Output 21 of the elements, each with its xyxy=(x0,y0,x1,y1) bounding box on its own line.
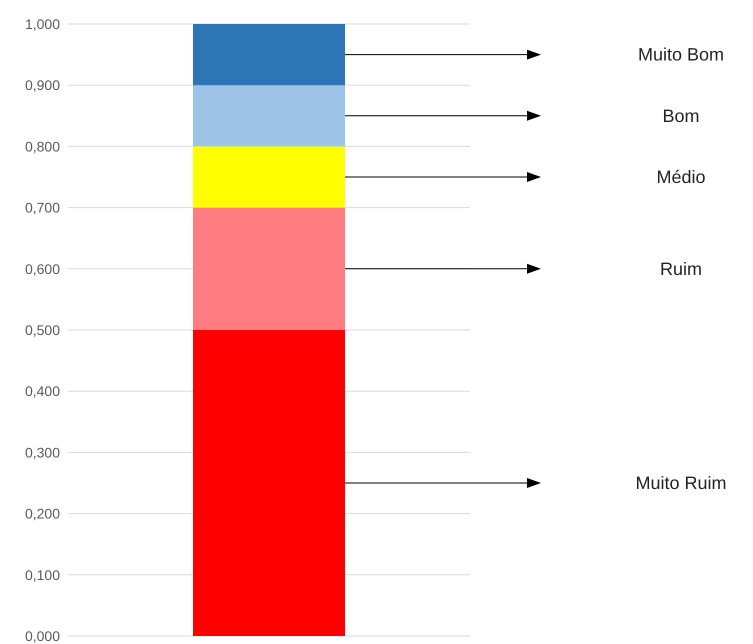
y-tick-label: 0,700 xyxy=(24,200,60,216)
y-tick-label: 0,600 xyxy=(24,260,60,277)
bar xyxy=(193,85,345,146)
text: Bom xyxy=(662,106,700,126)
y-tick-label: 0,100 xyxy=(24,566,60,583)
y-tick-label: 0,400 xyxy=(24,383,60,400)
y-tick-label: 1,000 xyxy=(24,16,60,32)
bar xyxy=(193,330,345,636)
text: Muito Ruim xyxy=(635,473,727,493)
y-tick-label: 0,900 xyxy=(24,77,60,94)
y-tick-label: 0,200 xyxy=(24,506,60,522)
bar xyxy=(193,208,345,330)
y-tick-label: 0,500 xyxy=(24,322,60,338)
y-tick-label: 0,000 xyxy=(24,628,60,644)
text: Médio xyxy=(656,167,706,187)
text: Ruim xyxy=(660,258,702,279)
bar xyxy=(193,24,345,86)
bar xyxy=(193,146,345,208)
y-tick-label: 0,800 xyxy=(24,138,60,154)
text: Muito Bom xyxy=(638,44,724,65)
y-tick-label: 0,300 xyxy=(24,444,60,460)
